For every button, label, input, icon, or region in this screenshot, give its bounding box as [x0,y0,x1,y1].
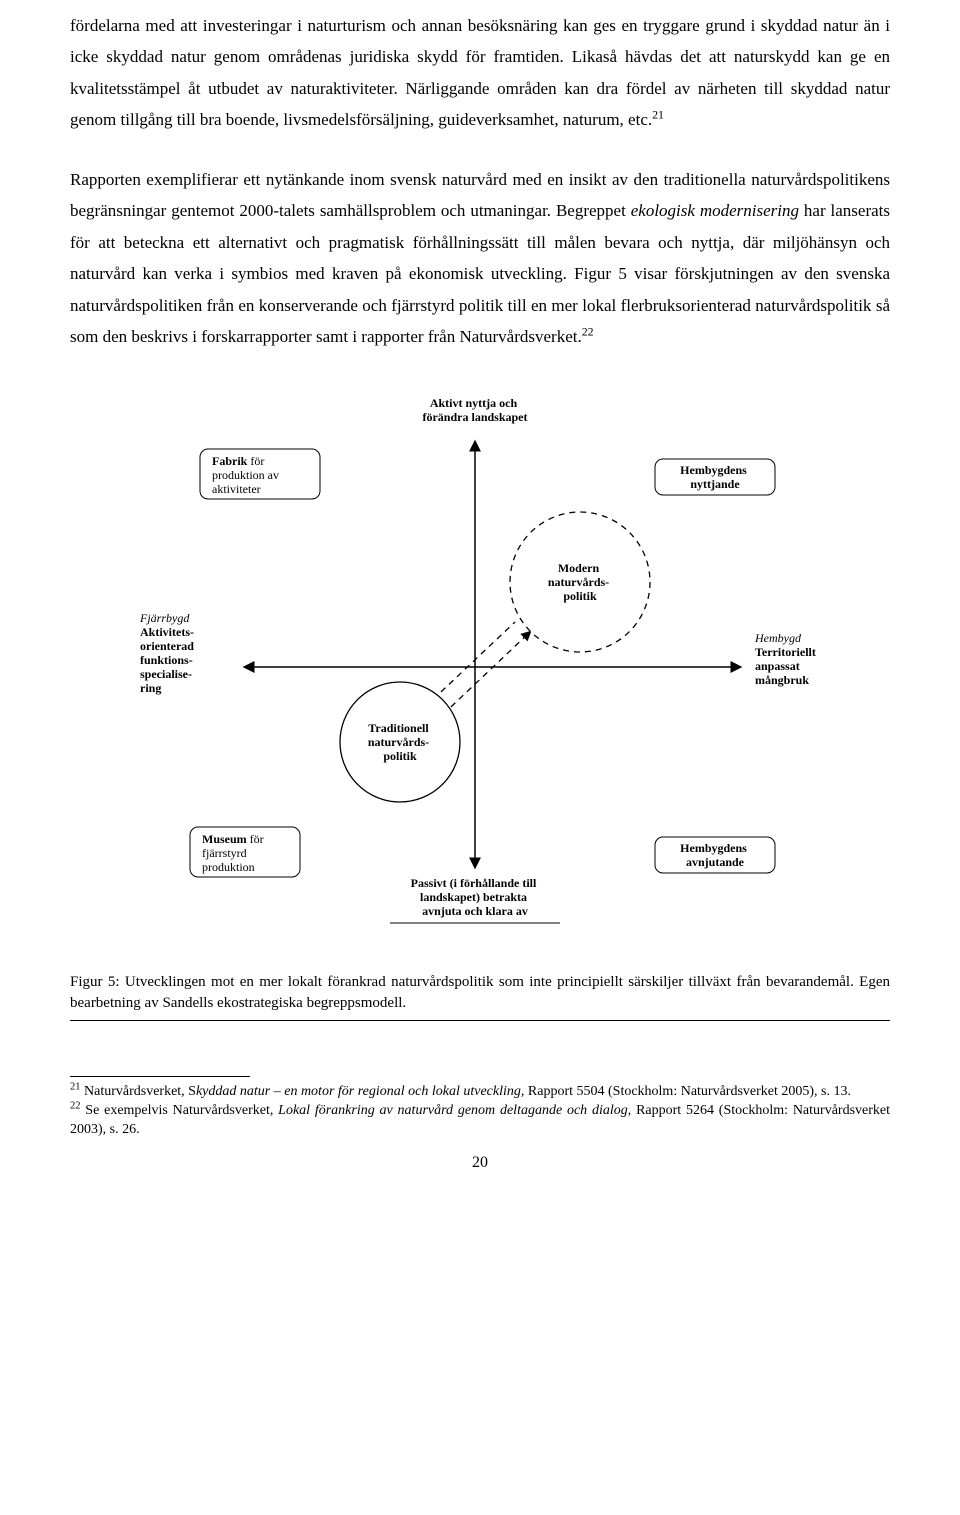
left-axis-label: Fjärrbygd Aktivitets- orienterad funktio… [139,611,197,695]
paragraph-1-text: fördelarna med att investeringar i natur… [70,16,890,129]
right-axis-label: Hembygd Territoriellt anpassat mångbruk [754,631,819,687]
footnote-21-num: 21 [70,1082,81,1093]
diagram-svg: Aktivt nyttja och förändra landskapet Pa… [100,387,860,947]
top-axis-label: Aktivt nyttja och förändra landskapet [422,396,527,424]
figure-5-diagram: Aktivt nyttja och förändra landskapet Pa… [70,387,890,947]
footnote-21-c: Rapport 5504 (Stockholm: Naturvårdsverke… [524,1084,851,1099]
paragraph-2-italic: ekologisk modernisering [631,201,799,220]
footnote-ref-21: 21 [652,108,664,122]
footnote-22-b: Lokal förankring av naturvård genom delt… [278,1103,628,1118]
footnote-ref-22: 22 [582,324,594,338]
footnote-22-num: 22 [70,1101,81,1112]
bottom-axis-label: Passivt (i förhållande till landskapet) … [411,876,540,918]
paragraph-1: fördelarna med att investeringar i natur… [70,10,890,136]
page-number: 20 [70,1148,890,1178]
footnote-21-a: Naturvårdsverket, S [81,1084,196,1099]
footnotes: 21 Naturvårdsverket, Skyddad natur – en … [70,1076,890,1140]
caption-rule [70,1020,890,1021]
paragraph-2-part-c: har lanserats för att beteckna ett alter… [70,201,890,346]
transition-arrow-parallel [425,622,515,707]
footnote-21: 21 Naturvårdsverket, Skyddad natur – en … [70,1083,890,1102]
footnote-21-b: kyddad natur – en motor för regional och… [196,1084,524,1099]
box-hembygd-avnjutande-label: Hembygdens avnjutande [680,841,750,869]
paragraph-2: Rapporten exemplifierar ett nytänkande i… [70,164,890,353]
footnotes-rule [70,1076,250,1077]
footnote-22: 22 Se exempelvis Naturvårdsverket, Lokal… [70,1102,890,1140]
box-hembygd-nyttjande-label: Hembygdens nyttjande [680,463,750,491]
figure-caption: Figur 5: Utvecklingen mot en mer lokalt … [70,972,890,1014]
footnote-22-a: Se exempelvis Naturvårdsverket, [81,1103,279,1118]
